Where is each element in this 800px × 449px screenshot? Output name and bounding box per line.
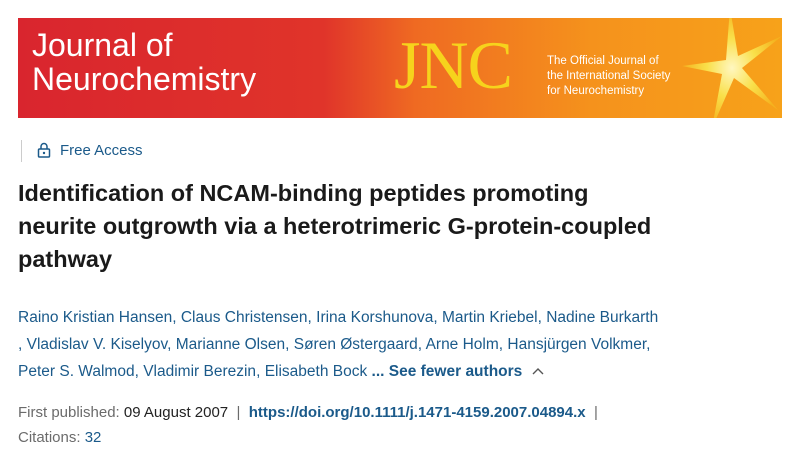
separator: , [172, 309, 177, 326]
separator: , [134, 363, 139, 380]
author[interactable]: Martin Kriebel [441, 309, 538, 326]
author[interactable]: Vladislav V. Kiselyov [26, 336, 168, 353]
tagline: The Official Journal of [547, 55, 659, 67]
author[interactable]: Arne Holm [425, 336, 499, 353]
separator: , [646, 336, 651, 353]
separator: | [236, 404, 241, 421]
journal-acronym: JNC [394, 27, 513, 103]
separator: , [18, 336, 23, 353]
author[interactable]: Peter S. Walmod [18, 363, 135, 380]
label: Citations: [18, 429, 81, 446]
citation-count[interactable]: 32 [84, 429, 102, 446]
collapse-caret[interactable] [531, 366, 545, 376]
separator: , [537, 309, 542, 326]
author[interactable]: Hansjürgen Volkmer [507, 336, 647, 353]
author[interactable]: Vladimir Berezin [143, 363, 257, 380]
journal-name: Neurochemistry [32, 61, 257, 97]
author-line: , Vladislav V. Kiselyov, Marianne Olsen,… [18, 336, 650, 354]
author[interactable]: Claus Christensen [180, 309, 308, 326]
lock-icon [37, 142, 51, 158]
author[interactable]: Raino Kristian Hansen [18, 309, 173, 326]
article-title: pathway [18, 246, 113, 272]
author[interactable]: Elisabeth Bock [264, 363, 368, 380]
author-line: Peter S. Walmod, Vladimir Berezin, Elisa… [18, 363, 545, 381]
separator: , [307, 309, 312, 326]
journal-banner[interactable]: Journal of Neurochemistry JNC The Offici… [18, 18, 782, 118]
journal-name: Journal of [32, 27, 173, 63]
citations: Citations: 32 [18, 429, 101, 446]
star-logo [682, 18, 782, 118]
separator: , [285, 336, 290, 353]
separator: , [167, 336, 172, 353]
author[interactable]: Søren Østergaard [293, 336, 418, 353]
published-date: 09 August 2007 [123, 404, 229, 421]
article-title: neurite outgrowth via a heterotrimeric G… [18, 213, 652, 239]
label: First published: [18, 404, 120, 421]
see-fewer-authors[interactable]: ... See fewer authors [371, 363, 523, 380]
separator: , [417, 336, 423, 353]
separator: , [498, 336, 504, 353]
separator: | [593, 404, 598, 421]
access-label: Free Access [60, 142, 143, 159]
divider [21, 140, 22, 162]
doi-link[interactable]: https://doi.org/10.1111/j.1471-4159.2007… [248, 404, 586, 421]
separator: , [433, 309, 438, 326]
author-line: Raino Kristian Hansen, Claus Christensen… [18, 309, 658, 327]
author[interactable]: Marianne Olsen [175, 336, 286, 353]
separator: , [256, 363, 261, 380]
article-title: Identification of NCAM-binding peptides … [18, 180, 589, 206]
author[interactable]: Irina Korshunova [316, 309, 434, 326]
tagline: the International Society [547, 70, 671, 82]
publication-meta: First published: 09 August 2007 | https:… [18, 404, 598, 421]
tagline: for Neurochemistry [547, 85, 645, 97]
author[interactable]: Nadine Burkarth [546, 309, 659, 326]
